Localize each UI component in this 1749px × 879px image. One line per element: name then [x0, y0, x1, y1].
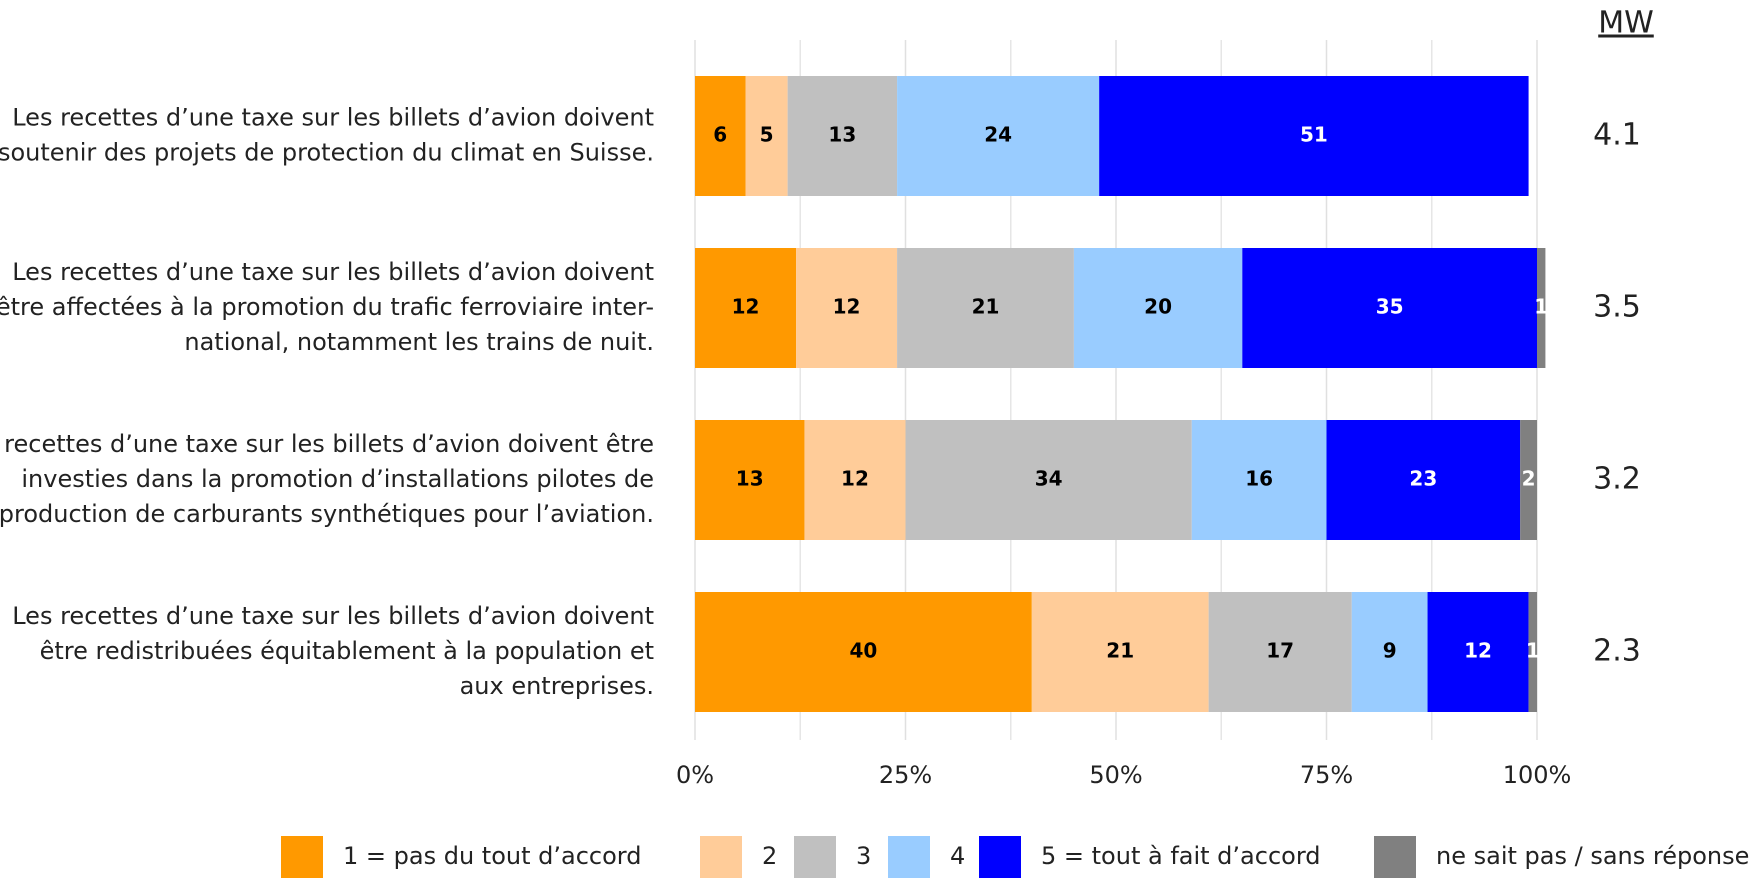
bar-segment — [897, 248, 1074, 368]
data-label: 23 — [1409, 467, 1437, 491]
x-tick-label: 25% — [879, 761, 932, 789]
category-label: être redistribuées équitablement à la po… — [40, 637, 654, 665]
mw-title: MW — [1598, 6, 1654, 41]
legend-swatch — [794, 836, 836, 878]
bar-segment — [1099, 76, 1529, 196]
category-label: être affectées à la promotion du trafic … — [0, 293, 654, 321]
bar-segment — [1351, 592, 1428, 712]
category-label: investies dans la promotion d’installati… — [21, 465, 654, 493]
x-tick-label: 75% — [1300, 761, 1353, 789]
legend-label: 5 = tout à fait d’accord — [1041, 842, 1321, 870]
category-label: production de carburants synthétiques po… — [0, 500, 654, 528]
legend-label: 1 = pas du tout d’accord — [343, 842, 641, 870]
legend-label: 3 — [856, 842, 871, 870]
mw-value: 3.2 — [1593, 462, 1641, 497]
data-label: 5 — [760, 123, 774, 147]
bar-segment — [796, 248, 898, 368]
bar-segment — [804, 420, 906, 540]
bar-segment — [695, 248, 797, 368]
legend-swatch — [281, 836, 323, 878]
data-label: 12 — [833, 295, 861, 319]
x-tick-label: 50% — [1089, 761, 1142, 789]
bar-segment — [905, 420, 1192, 540]
bar-segment — [1242, 248, 1537, 368]
category-label: Les recettes d’une taxe sur les billets … — [12, 258, 654, 286]
data-label: 1 — [1526, 639, 1540, 663]
data-label: 34 — [1035, 467, 1063, 491]
bar-segment — [1520, 420, 1537, 540]
mw-value: 3.5 — [1593, 290, 1641, 325]
data-label: 40 — [849, 639, 877, 663]
x-tick-label: 0% — [676, 761, 714, 789]
bar-segment — [1208, 592, 1352, 712]
legend-swatch — [888, 836, 930, 878]
category-label: Les recettes d’une taxe sur les billets … — [12, 602, 654, 630]
bar-segment — [745, 76, 788, 196]
bar-segment — [695, 592, 1032, 712]
data-label: 9 — [1383, 639, 1397, 663]
data-label: 1 — [1534, 295, 1548, 319]
bar-segment — [1031, 592, 1209, 712]
bar-segment — [897, 76, 1100, 196]
bar-segment — [1326, 420, 1521, 540]
data-label: 20 — [1144, 295, 1172, 319]
bar-segment — [695, 76, 746, 196]
data-label: 21 — [1106, 639, 1134, 663]
data-label: 6 — [713, 123, 727, 147]
category-label: Les recettes d’une taxe sur les billets … — [12, 104, 654, 132]
legend-swatch — [700, 836, 742, 878]
data-label: 51 — [1300, 123, 1328, 147]
legend-label: 2 — [762, 842, 777, 870]
legend-label: ne sait pas / sans réponse — [1436, 842, 1749, 870]
x-tick-label: 100% — [1503, 761, 1572, 789]
bar-segment — [1427, 592, 1529, 712]
category-label: Les recettes d’une taxe sur les billets … — [0, 430, 654, 458]
legend-label: 4 — [950, 842, 965, 870]
bar-segment — [1073, 248, 1243, 368]
data-label: 12 — [732, 295, 760, 319]
data-label: 24 — [984, 123, 1012, 147]
bar-segment — [1191, 420, 1327, 540]
category-label: soutenir des projets de protection du cl… — [0, 139, 654, 167]
data-label: 12 — [841, 467, 869, 491]
data-label: 21 — [972, 295, 1000, 319]
data-label: 16 — [1245, 467, 1273, 491]
bar-segment — [695, 420, 805, 540]
bar-segment — [787, 76, 898, 196]
mw-value: 4.1 — [1593, 118, 1641, 153]
data-label: 2 — [1522, 467, 1536, 491]
data-label: 12 — [1464, 639, 1492, 663]
category-label: aux entreprises. — [460, 672, 654, 700]
data-label: 35 — [1376, 295, 1404, 319]
mw-value: 2.3 — [1593, 634, 1641, 669]
data-label: 13 — [736, 467, 764, 491]
bar-segment — [1537, 248, 1546, 368]
data-label: 17 — [1266, 639, 1294, 663]
data-label: 13 — [828, 123, 856, 147]
category-label: national, notamment les trains de nuit. — [184, 328, 654, 356]
legend-swatch — [979, 836, 1021, 878]
legend-swatch — [1374, 836, 1416, 878]
bar-segment — [1528, 592, 1537, 712]
